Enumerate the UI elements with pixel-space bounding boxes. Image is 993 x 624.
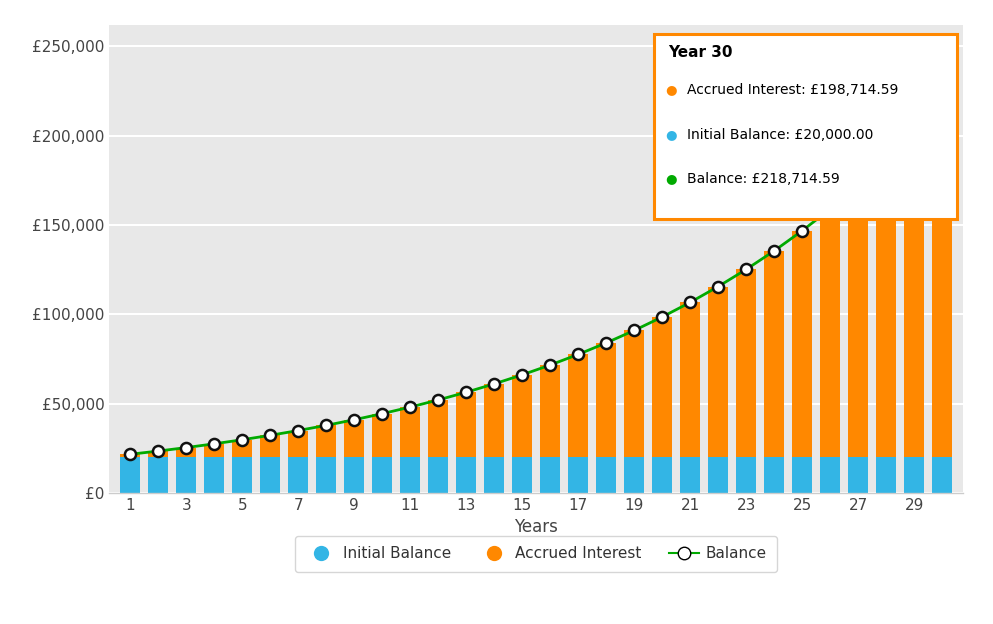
Bar: [456, 392, 477, 457]
Bar: [288, 431, 308, 457]
Text: Initial Balance: £20,000.00: Initial Balance: £20,000.00: [686, 128, 873, 142]
Bar: [232, 440, 252, 457]
Bar: [568, 354, 588, 457]
Bar: [708, 286, 728, 457]
Bar: [680, 457, 700, 493]
Bar: [848, 185, 868, 457]
Bar: [205, 457, 224, 493]
Bar: [316, 457, 337, 493]
Bar: [652, 317, 672, 457]
Bar: [345, 457, 364, 493]
Bar: [512, 375, 532, 457]
Bar: [708, 457, 728, 493]
Bar: [345, 420, 364, 457]
Bar: [820, 457, 840, 493]
Bar: [176, 447, 197, 457]
Bar: [232, 457, 252, 493]
Bar: [625, 457, 644, 493]
Bar: [428, 400, 448, 457]
Bar: [652, 457, 672, 493]
FancyBboxPatch shape: [654, 34, 957, 219]
Bar: [568, 457, 588, 493]
Bar: [680, 303, 700, 457]
Bar: [456, 457, 477, 493]
Bar: [540, 457, 560, 493]
Bar: [876, 457, 897, 493]
Bar: [596, 343, 617, 457]
Bar: [932, 457, 952, 493]
Text: ●: ●: [665, 84, 676, 97]
Bar: [485, 457, 504, 493]
Text: Year 30: Year 30: [667, 45, 732, 60]
Bar: [736, 270, 757, 457]
Bar: [120, 457, 140, 493]
Bar: [176, 457, 197, 493]
Bar: [428, 457, 448, 493]
Bar: [736, 457, 757, 493]
Text: ●: ●: [665, 172, 676, 185]
Bar: [905, 132, 924, 457]
Legend: Initial Balance, Accrued Interest, Balance: Initial Balance, Accrued Interest, Balan…: [295, 535, 778, 572]
Bar: [905, 457, 924, 493]
Bar: [400, 407, 420, 457]
X-axis label: Years: Years: [514, 519, 558, 537]
Bar: [765, 457, 784, 493]
Bar: [765, 251, 784, 457]
Bar: [400, 457, 420, 493]
Bar: [876, 160, 897, 457]
Bar: [485, 384, 504, 457]
Text: ●: ●: [665, 128, 676, 141]
Bar: [288, 457, 308, 493]
Bar: [540, 365, 560, 457]
Bar: [848, 457, 868, 493]
Bar: [148, 457, 168, 493]
Bar: [372, 457, 392, 493]
Bar: [820, 209, 840, 457]
Bar: [932, 102, 952, 457]
Bar: [596, 457, 617, 493]
Bar: [372, 414, 392, 457]
Bar: [792, 231, 812, 457]
Bar: [512, 457, 532, 493]
Bar: [205, 444, 224, 457]
Bar: [625, 331, 644, 457]
Text: Accrued Interest: £198,714.59: Accrued Interest: £198,714.59: [686, 84, 898, 97]
Bar: [792, 457, 812, 493]
Bar: [260, 436, 280, 457]
Bar: [260, 457, 280, 493]
Bar: [120, 454, 140, 457]
Bar: [316, 426, 337, 457]
Bar: [148, 451, 168, 457]
Text: Balance: £218,714.59: Balance: £218,714.59: [686, 172, 839, 187]
